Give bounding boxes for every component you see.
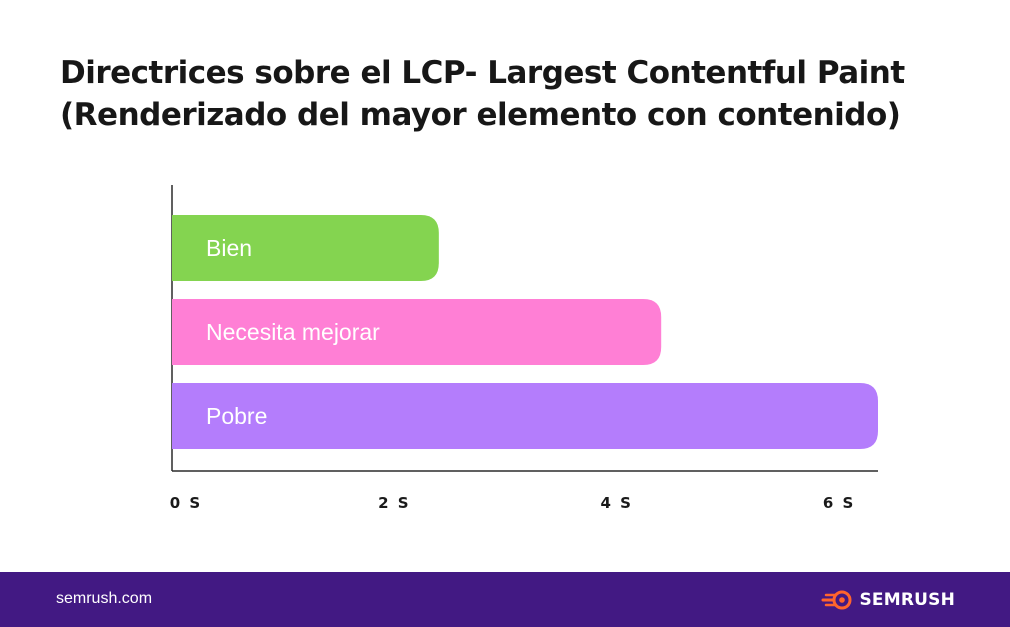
brand-logo: SEMRUSH	[821, 587, 955, 613]
brand-name: SEMRUSH	[859, 590, 955, 610]
x-tick-label: 4 S	[600, 494, 632, 512]
bar-necesita-mejorar	[172, 299, 662, 365]
bar-chart: Bien Necesita mejorar Pobre 0 S 2 S 4 S 6 S	[170, 185, 878, 512]
x-tick-label: 2 S	[378, 494, 410, 512]
x-tick-label: 0 S	[170, 494, 202, 512]
bar-bien	[172, 215, 439, 281]
bar-label: Necesita mejorar	[206, 319, 380, 345]
bar-label: Bien	[206, 235, 252, 261]
x-tick-label: 6 S	[823, 494, 855, 512]
chart-title: Directrices sobre el LCP- Largest Conten…	[60, 52, 980, 136]
footer-site-link[interactable]: semrush.com	[56, 590, 153, 607]
bar-label: Pobre	[206, 403, 267, 429]
chart-title-line-2: (Renderizado del mayor elemento con cont…	[60, 97, 901, 133]
chart-title-line-1: Directrices sobre el LCP- Largest Conten…	[60, 55, 905, 91]
semrush-fire-icon	[821, 590, 852, 610]
footer-bar: semrush.com SEMRUSH	[0, 572, 1010, 627]
bar-pobre	[172, 383, 878, 449]
